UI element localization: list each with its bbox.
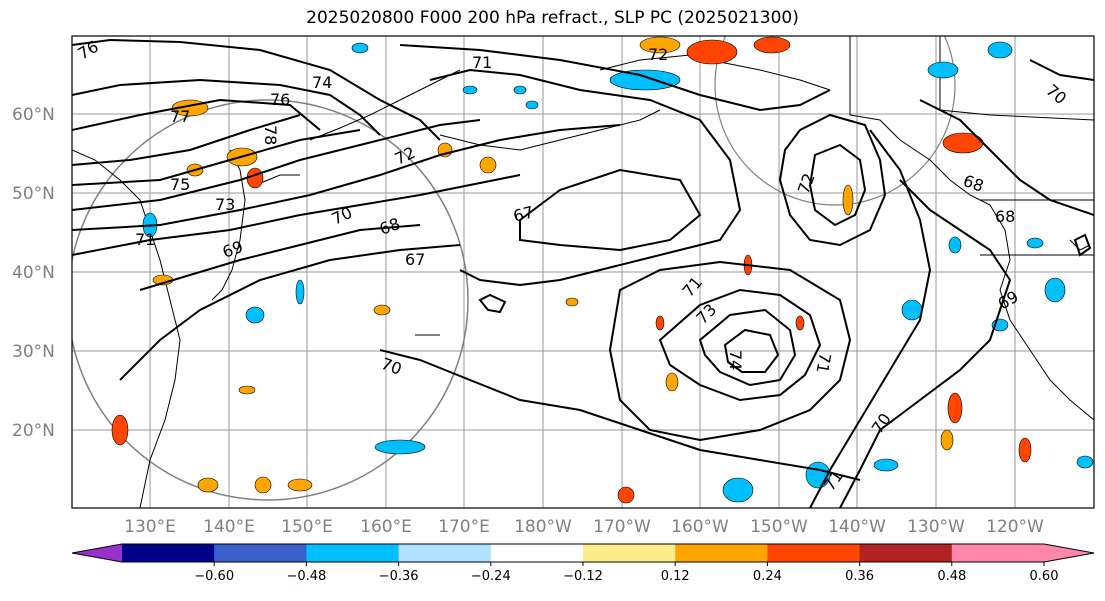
contour-label: 67 [511, 202, 536, 226]
lon-label: 120°W [986, 517, 1044, 537]
contour-label: 67 [405, 250, 425, 269]
contour-label: 75 [170, 175, 190, 194]
map-frame [71, 35, 1095, 509]
colorbar-outline [71, 543, 1095, 563]
contour-label: 73 [215, 195, 235, 214]
latitude-labels: 60°N 50°N 40°N 30°N 20°N [12, 105, 55, 441]
colorbar-tick-label: −0.12 [563, 569, 603, 584]
lat-label-40n: 40°N [12, 263, 55, 283]
colorbar-segment [951, 544, 1045, 562]
colorbar-segment [398, 544, 492, 562]
map-title: 2025020800 F000 200 hPa refract., SLP PC… [306, 8, 799, 28]
contour-label: 68 [995, 207, 1015, 226]
colorbar-tick-label: −0.36 [379, 569, 419, 584]
colorbar-tick-label: 0.12 [661, 569, 690, 584]
lon-label: 170°E [438, 517, 490, 537]
colorbar-tick-label: −0.60 [194, 569, 234, 584]
colorbar-tick-label: −0.24 [471, 569, 511, 584]
colorbar-tick-label: 0.60 [1030, 569, 1059, 584]
colorbar-segment [767, 544, 861, 562]
contour-label: 72 [648, 45, 668, 64]
slp-contours [72, 38, 1094, 508]
lat-label-50n: 50°N [12, 184, 55, 204]
lat-gridlines [72, 113, 1094, 431]
colorbar-segment [490, 544, 584, 562]
contour-label: 74 [312, 73, 332, 92]
contour-label: 76 [270, 90, 290, 109]
range-circle-east [714, 36, 956, 206]
contour-label: 71 [472, 53, 492, 72]
contour-label: 74 [726, 350, 745, 370]
lon-label: 140°E [203, 517, 255, 537]
lat-label-60n: 60°N [12, 105, 55, 125]
range-circle-west [72, 99, 469, 501]
lat-label-20n: 20°N [12, 421, 55, 441]
lon-label: 140°W [828, 517, 886, 537]
colorbar-segment [122, 544, 215, 562]
colorbar: −0.60 −0.48 −0.36 −0.24 −0.12 0.12 0.24 0.36 0.4… [71, 543, 1095, 584]
lon-label: 130°W [907, 517, 965, 537]
lat-label-30n: 30°N [12, 342, 55, 362]
contour-label: 71 [813, 351, 835, 374]
contour-label: 78 [261, 125, 280, 145]
lon-label: 180°W [514, 517, 572, 537]
colorbar-extend-low [72, 544, 122, 562]
lon-label: 160°W [671, 517, 729, 537]
lon-label: 130°E [124, 517, 176, 537]
colorbar-segment [859, 544, 953, 562]
colorbar-extend-high [1044, 544, 1094, 562]
colorbar-tick-label: 0.36 [845, 569, 874, 584]
contour-label: 77 [170, 107, 190, 126]
colorbar-segment [675, 544, 768, 562]
lon-label: 160°E [360, 517, 412, 537]
colorbar-tick-label: 0.48 [937, 569, 966, 584]
lon-label: 150°E [281, 517, 333, 537]
contour-label: 71 [135, 230, 155, 249]
lon-label: 170°W [593, 517, 651, 537]
contour-labels: 76 71 72 70 74 76 77 78 72 75 73 70 68 6… [75, 37, 1071, 494]
lon-label: 150°W [750, 517, 808, 537]
lon-gridlines [149, 36, 1016, 508]
colorbar-tick-label: −0.48 [286, 569, 326, 584]
longitude-labels: 130°E 140°E 150°E 160°E 170°E 180°W 170°… [124, 517, 1044, 537]
colorbar-segment [306, 544, 400, 562]
colorbar-segment [214, 544, 307, 562]
colorbar-segment [583, 544, 676, 562]
colorbar-tick-label: 0.24 [753, 569, 782, 584]
